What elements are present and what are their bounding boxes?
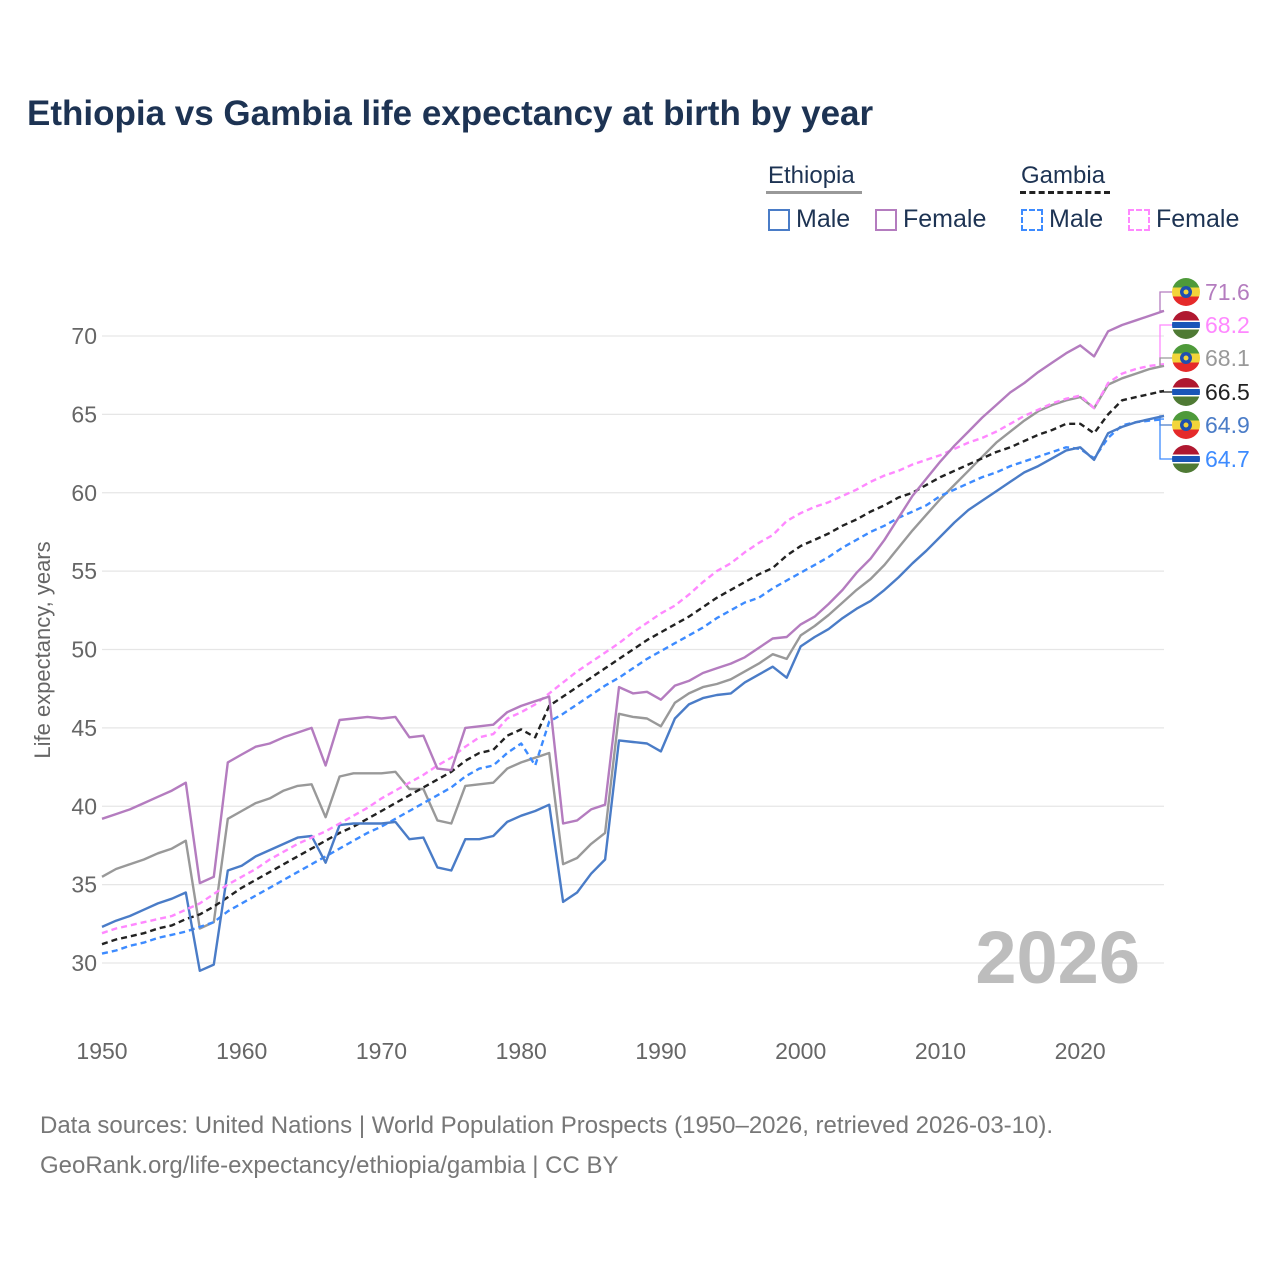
gambia-flag-icon <box>1172 445 1200 473</box>
y-tick-label: 40 <box>71 793 97 819</box>
gambia-flag-icon <box>1172 311 1200 339</box>
flag-stripe <box>1172 329 1200 339</box>
x-tick-label: 1960 <box>216 1038 267 1064</box>
legend-ethiopia-line <box>766 191 862 194</box>
source-line-1: Data sources: United Nations | World Pop… <box>40 1112 1054 1139</box>
legend-swatch <box>1128 208 1150 231</box>
y-tick-label: 50 <box>71 637 97 663</box>
flag-stripe <box>1172 411 1200 421</box>
flag-stripe <box>1172 389 1200 395</box>
x-tick-label: 2020 <box>1055 1038 1106 1064</box>
leader-line <box>1159 390 1172 393</box>
flag-star <box>1183 289 1189 295</box>
legend-swatch <box>768 208 790 231</box>
gambia-flag-icon <box>1172 378 1200 406</box>
flag-stripe <box>1172 429 1200 439</box>
x-tick-label: 2000 <box>775 1038 826 1064</box>
legend-ethiopia-female[interactable]: Female <box>875 205 986 234</box>
legend-gambia-line <box>1020 191 1110 194</box>
series-line-gambia-female <box>101 363 1165 935</box>
x-tick-label: 2010 <box>915 1038 966 1064</box>
flag-star <box>1183 422 1189 428</box>
chart-title: Ethiopia vs Gambia life expectancy at bi… <box>27 94 874 133</box>
end-value-label: 68.2 <box>1205 312 1250 338</box>
y-tick-label: 45 <box>71 715 97 741</box>
y-axis-label: Life expectancy, years <box>30 541 55 758</box>
y-tick-label: 35 <box>71 872 97 898</box>
ethiopia-flag-icon <box>1172 411 1200 439</box>
end-value-label: 66.5 <box>1205 379 1250 405</box>
flag-stripe <box>1172 456 1200 462</box>
leader-line <box>1159 291 1172 312</box>
series-line-gambia-male <box>101 417 1165 955</box>
flag-star <box>1183 355 1189 361</box>
ethiopia-flag-icon <box>1172 344 1200 372</box>
y-tick-label: 55 <box>71 558 97 584</box>
y-tick-label: 65 <box>71 401 97 427</box>
legend-group-gambia: Gambia <box>1021 162 1106 189</box>
flag-stripe <box>1172 396 1200 406</box>
flag-stripe <box>1172 278 1200 288</box>
end-value-label: 64.9 <box>1205 412 1250 438</box>
series-line-ethiopia-female <box>101 309 1165 885</box>
flag-stripe <box>1172 362 1200 372</box>
flag-stripe <box>1172 463 1200 473</box>
legend-label: Female <box>903 205 987 233</box>
ethiopia-flag-icon <box>1172 278 1200 306</box>
legend-label: Male <box>1049 205 1104 233</box>
legend-ethiopia-male[interactable]: Male <box>768 205 850 234</box>
source-line-2[interactable]: GeoRank.org/life-expectancy/ethiopia/gam… <box>40 1152 619 1179</box>
leader-line <box>1159 324 1172 365</box>
legend-gambia-male[interactable]: Male <box>1021 205 1103 234</box>
legend-label: Male <box>796 205 851 233</box>
leader-line <box>1159 357 1172 367</box>
year-watermark: 2026 <box>975 916 1140 999</box>
end-value-label: 71.6 <box>1205 279 1250 305</box>
y-tick-label: 70 <box>71 323 97 349</box>
x-tick-label: 1990 <box>635 1038 686 1064</box>
x-tick-label: 1950 <box>76 1038 127 1064</box>
x-tick-label: 1970 <box>356 1038 407 1064</box>
y-tick-label: 60 <box>71 480 97 506</box>
end-value-label: 68.1 <box>1205 345 1250 371</box>
end-value-label: 64.7 <box>1205 446 1250 472</box>
flag-stripe <box>1172 378 1200 388</box>
x-tick-label: 1980 <box>496 1038 547 1064</box>
flag-stripe <box>1172 296 1200 306</box>
source-note: Data sources: United Nations | World Pop… <box>40 1106 1053 1186</box>
legend-label: Female <box>1156 205 1240 233</box>
flag-stripe <box>1172 445 1200 455</box>
flag-stripe <box>1172 311 1200 321</box>
y-tick-label: 30 <box>71 950 97 976</box>
flag-stripe <box>1172 322 1200 328</box>
legend-gambia-female[interactable]: Female <box>1128 205 1239 234</box>
legend-swatch <box>1021 208 1043 231</box>
legend-swatch <box>875 208 897 231</box>
series-line-ethiopia-male <box>101 414 1165 972</box>
leader-line <box>1159 418 1172 460</box>
series-line-ethiopia <box>101 364 1165 930</box>
flag-stripe <box>1172 344 1200 354</box>
series-line-gambia <box>101 389 1165 946</box>
legend-group-ethiopia: Ethiopia <box>768 162 855 189</box>
